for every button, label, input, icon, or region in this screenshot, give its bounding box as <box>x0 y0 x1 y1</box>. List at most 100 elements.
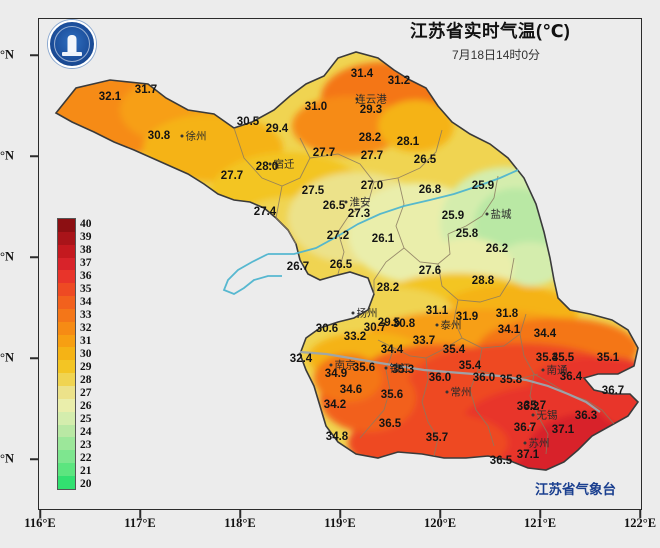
colorbar-tick-label: 22 <box>80 451 92 464</box>
temperature-value: 26.8 <box>418 184 442 196</box>
city-label: 淮安 <box>349 196 371 209</box>
temperature-value: 36.2 <box>516 401 540 413</box>
temperature-value: 37.1 <box>516 449 540 461</box>
colorbar-tick-label: 40 <box>80 218 92 231</box>
logo-tower-icon <box>67 35 77 55</box>
temperature-value: 34.4 <box>533 328 557 340</box>
temperature-value: 36.7 <box>601 385 625 397</box>
colorbar-tick-label: 32 <box>80 322 92 335</box>
colorbar-segment <box>58 450 75 464</box>
source-attribution: 江苏省气象台 <box>535 482 616 497</box>
colorbar-segment <box>58 321 75 335</box>
timestamp: 7月18日14时0分 <box>452 48 541 62</box>
temperature-value: 27.0 <box>360 180 384 192</box>
city-marker-dot <box>541 368 545 372</box>
lon-tick <box>439 510 441 518</box>
temperature-value: 26.5 <box>329 259 353 271</box>
temperature-value: 31.1 <box>425 305 449 317</box>
colorbar-tick-label: 20 <box>80 477 92 490</box>
city-label: 常州 <box>450 386 472 399</box>
city-label: 镇江 <box>389 362 411 375</box>
temperature-value: 25.8 <box>455 228 479 240</box>
lon-tick <box>339 510 341 518</box>
temperature-value: 35.7 <box>523 400 547 412</box>
city-label: 扬州 <box>356 307 378 320</box>
temperature-value: 36.3 <box>574 410 598 422</box>
temperature-value: 36.5 <box>378 418 402 430</box>
lon-tick <box>139 510 141 518</box>
colorbar-tick-label: 33 <box>80 309 92 322</box>
temperature-value: 31.9 <box>455 311 479 323</box>
colorbar-segment <box>58 373 75 386</box>
lon-tick <box>239 510 241 518</box>
city-label: 南通 <box>546 364 568 377</box>
city-label: 连云港 <box>355 93 387 106</box>
colorbar-tick-label: 38 <box>80 244 92 257</box>
temperature-value: 36.4 <box>559 371 583 383</box>
colorbar-tick-label: 34 <box>80 296 92 309</box>
colorbar-tick-label: 39 <box>80 231 92 244</box>
lon-tick <box>539 510 541 518</box>
temperature-value: 31.4 <box>350 68 374 80</box>
temperature-value: 29.3 <box>359 104 383 116</box>
colorbar-tick-label: 29 <box>80 360 92 373</box>
temperature-value: 29.4 <box>265 123 289 135</box>
lat-label: 35°N <box>0 47 14 62</box>
temperature-value: 34.9 <box>324 368 348 380</box>
temperature-value: 35.4 <box>458 360 482 372</box>
temperature-value: 32.1 <box>98 91 122 103</box>
city-marker-dot <box>355 97 359 101</box>
city-marker-dot <box>445 390 449 394</box>
temperature-value: 25.9 <box>441 210 465 222</box>
colorbar-segment <box>58 257 75 271</box>
temperature-value: 35.7 <box>425 432 449 444</box>
lon-label: 119°E <box>324 516 356 530</box>
colorbar-tick-label: 23 <box>80 438 92 451</box>
lon-label: 116°E <box>24 516 56 530</box>
temperature-value: 27.7 <box>220 170 244 182</box>
temperature-value: 30.6 <box>315 323 339 335</box>
temperature-value: 27.3 <box>347 208 371 220</box>
city-label: 盐城 <box>490 208 512 221</box>
city-marker-dot <box>344 200 348 204</box>
temperature-value: 27.7 <box>312 147 336 159</box>
temperature-value: 28.1 <box>396 136 420 148</box>
temperature-colorbar <box>57 218 76 490</box>
temperature-value: 26.5 <box>413 154 437 166</box>
huai-river <box>222 169 519 296</box>
temperature-value: 27.6 <box>418 265 442 277</box>
city-label: 苏州 <box>528 437 550 450</box>
lon-label: 121°E <box>523 516 557 530</box>
city-label: 宿迁 <box>273 158 295 171</box>
colorbar-segment <box>58 219 75 232</box>
colorbar-tick-label: 21 <box>80 464 92 477</box>
temperature-value: 36.7 <box>513 422 537 434</box>
yangtze-river <box>299 350 601 413</box>
temperature-value: 34.6 <box>339 384 363 396</box>
temperature-value: 34.8 <box>325 431 349 443</box>
temperature-value: 32.4 <box>289 353 313 365</box>
colorbar-segment <box>58 437 75 451</box>
temperature-value: 27.5 <box>301 185 325 197</box>
lon-tick <box>39 510 41 518</box>
temperature-value: 31.8 <box>495 308 519 320</box>
colorbar-tick-label: 30 <box>80 348 92 360</box>
temperature-value: 31.2 <box>387 75 411 87</box>
temperature-value: 35.4 <box>442 344 466 356</box>
jiangsu-temperature-map <box>54 51 640 471</box>
city-marker-dot <box>435 323 439 327</box>
lat-tick <box>30 155 38 157</box>
temperature-value: 37.1 <box>551 424 575 436</box>
colorbar-tick-label: 28 <box>80 373 92 386</box>
colorbar-tick-label: 31 <box>80 335 92 348</box>
colorbar-segment <box>58 270 75 284</box>
city-label: 无锡 <box>536 409 558 422</box>
colorbar-segment <box>58 347 75 361</box>
colorbar-tick-label: 27 <box>80 386 92 399</box>
colorbar-segment <box>58 475 75 489</box>
temperature-value: 31.0 <box>304 101 328 113</box>
temperature-value: 28.8 <box>471 275 495 287</box>
colorbar-segment <box>58 411 75 425</box>
city-marker-dot <box>523 441 527 445</box>
